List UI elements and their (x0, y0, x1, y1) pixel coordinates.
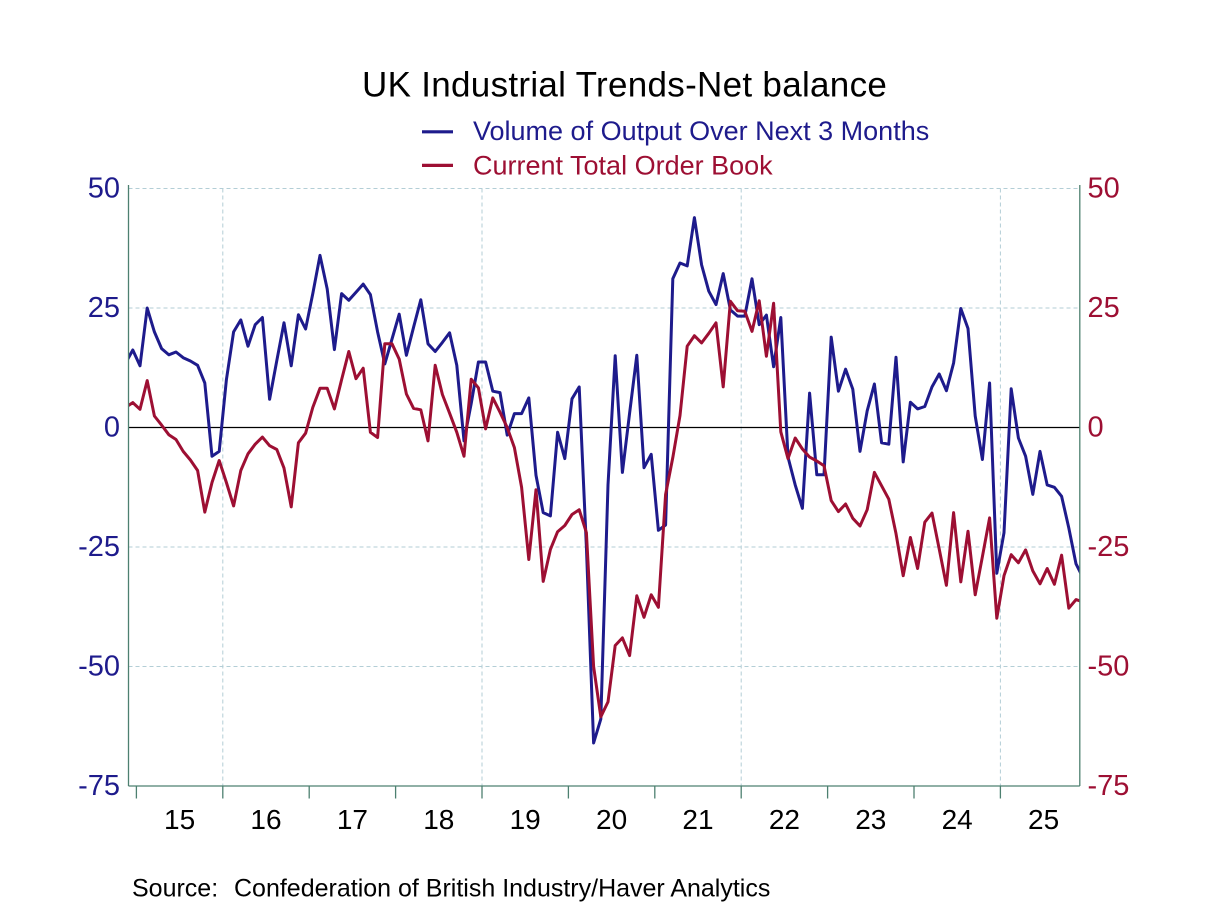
svg-text:-50: -50 (78, 650, 120, 682)
svg-text:-25: -25 (1088, 531, 1130, 563)
svg-text:25: 25 (88, 292, 120, 324)
svg-text:UK Industrial Trends-Net balan: UK Industrial Trends-Net balance (362, 66, 887, 105)
svg-text:Confederation of British Indus: Confederation of British Industry/Haver … (234, 875, 770, 903)
svg-text:50: 50 (88, 172, 120, 204)
svg-text:Current Total Order Book: Current Total Order Book (473, 150, 773, 180)
svg-text:19: 19 (510, 804, 541, 835)
svg-text:0: 0 (104, 411, 120, 443)
svg-text:0: 0 (1088, 411, 1104, 443)
svg-text:24: 24 (942, 804, 973, 835)
svg-text:23: 23 (855, 804, 886, 835)
svg-text:Volume of Output Over Next 3 M: Volume of Output Over Next 3 Months (473, 116, 929, 146)
svg-text:25: 25 (1088, 292, 1120, 324)
svg-text:16: 16 (250, 804, 281, 835)
svg-text:-75: -75 (78, 770, 120, 802)
svg-text:17: 17 (337, 804, 368, 835)
svg-text:-75: -75 (1088, 770, 1130, 802)
svg-text:21: 21 (682, 804, 713, 835)
svg-text:Source:: Source: (132, 875, 218, 903)
svg-text:-50: -50 (1088, 650, 1130, 682)
svg-text:20: 20 (596, 804, 627, 835)
svg-text:18: 18 (423, 804, 454, 835)
svg-text:15: 15 (164, 804, 195, 835)
svg-text:50: 50 (1088, 172, 1120, 204)
svg-text:-25: -25 (78, 531, 120, 563)
svg-text:25: 25 (1028, 804, 1059, 835)
svg-text:22: 22 (769, 804, 800, 835)
